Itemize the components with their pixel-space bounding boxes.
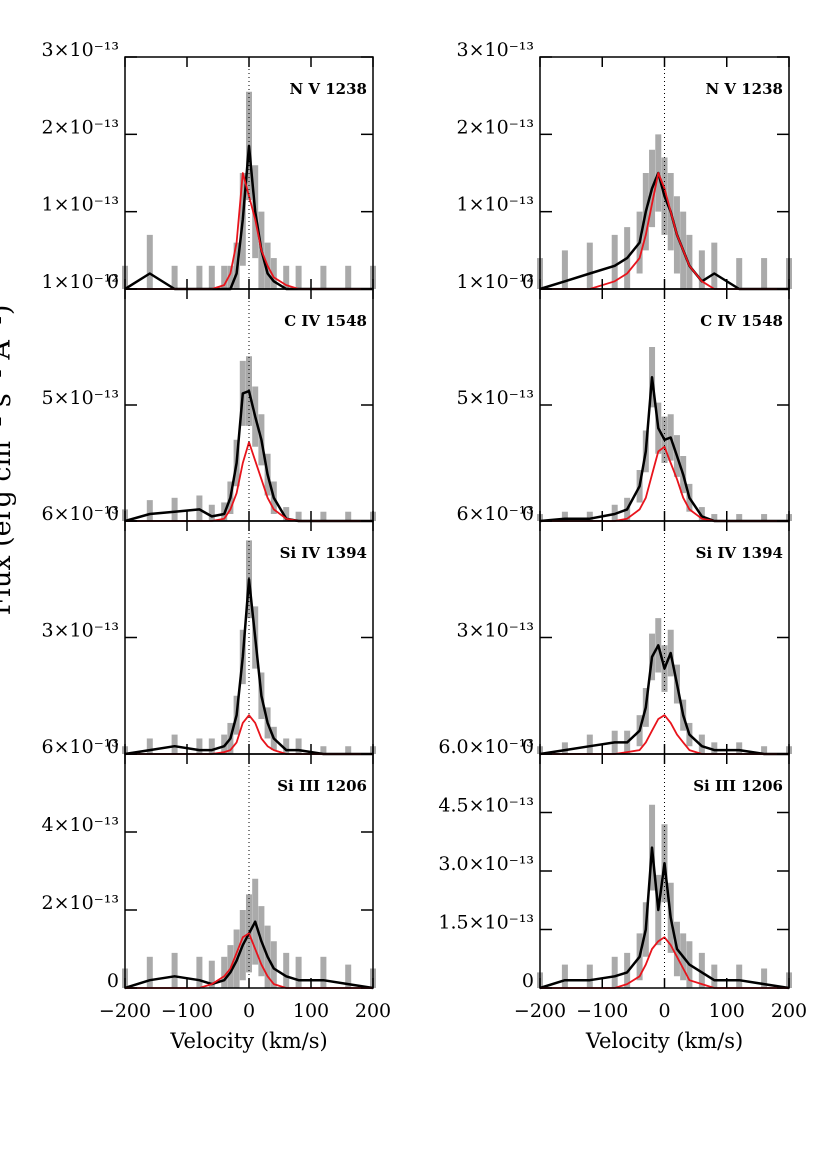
y-tick-label: 5×10⁻¹³	[42, 387, 119, 409]
y-tick-label: 2×10⁻¹³	[42, 892, 119, 914]
x-tick-label: 0	[243, 1000, 255, 1022]
series-line	[539, 846, 790, 990]
y-tick-label: 3×10⁻¹³	[42, 39, 119, 61]
x-tick-label: 100	[709, 1000, 745, 1022]
panel-label: Si III 1206	[277, 777, 367, 795]
y-tick-label: 0	[107, 736, 119, 758]
y-tick-label: 1×10⁻¹³	[42, 194, 119, 216]
y-tick-label: 3×10⁻¹³	[457, 39, 534, 61]
y-tick-label: 3×10⁻¹³	[457, 620, 534, 642]
x-tick-label: 200	[771, 1000, 807, 1022]
y-tick-label: 3×10⁻¹³	[42, 620, 119, 642]
x-tick-label: −100	[576, 1000, 628, 1022]
y-tick-label: 0	[522, 736, 534, 758]
y-tick-label: 3.0×10⁻¹³	[438, 853, 534, 875]
y-tick-label: 4.5×10⁻¹³	[438, 795, 534, 817]
x-axis-label: Velocity (km/s)	[169, 1029, 327, 1053]
x-axis-label: Velocity (km/s)	[585, 1029, 743, 1053]
panel-label: N V 1238	[289, 80, 367, 98]
y-tick-label: 1×10⁻¹³	[457, 194, 534, 216]
panel-label: C IV 1548	[284, 312, 367, 330]
y-tick-label: 2×10⁻¹³	[42, 116, 119, 138]
y-tick-label: 1.5×10⁻¹³	[438, 912, 534, 934]
y-tick-label: 0	[107, 970, 119, 992]
series-line	[539, 171, 789, 291]
y-tick-label: 6.0×10⁻¹³	[438, 736, 534, 758]
x-tick-label: −200	[99, 1000, 151, 1022]
y-tick-label: 6×10⁻¹³	[42, 736, 119, 758]
y-tick-label: 5×10⁻¹³	[457, 387, 534, 409]
x-tick-label: 100	[293, 1000, 329, 1022]
panel-label: Si III 1206	[693, 777, 783, 795]
y-axis-label: Flux (erg cm⁻² s⁻¹ Å⁻¹)	[0, 305, 17, 616]
y-tick-label: 0	[522, 271, 534, 293]
y-tick-label: 0	[107, 503, 119, 525]
y-tick-label: 6×10⁻¹³	[42, 503, 119, 525]
panel-label: N V 1238	[705, 80, 783, 98]
y-tick-label: 4×10⁻¹³	[42, 814, 119, 836]
y-tick-label: 0	[522, 970, 534, 992]
x-tick-label: −100	[161, 1000, 213, 1022]
y-tick-label: 1×10⁻¹²	[457, 271, 534, 293]
x-tick-label: 200	[355, 1000, 391, 1022]
y-tick-label: 2×10⁻¹³	[457, 116, 534, 138]
y-tick-label: 1×10⁻¹²	[42, 271, 119, 293]
x-tick-label: −200	[514, 1000, 566, 1022]
y-tick-label: 0	[522, 503, 534, 525]
y-tick-label: 0	[107, 271, 119, 293]
series-line	[124, 578, 373, 756]
panel-label: Si IV 1394	[280, 544, 367, 562]
series-line	[539, 644, 789, 756]
panel-label: Si IV 1394	[696, 544, 783, 562]
panel-label: C IV 1548	[700, 312, 783, 330]
y-tick-label: 6×10⁻¹³	[457, 503, 534, 525]
x-tick-label: 0	[658, 1000, 670, 1022]
